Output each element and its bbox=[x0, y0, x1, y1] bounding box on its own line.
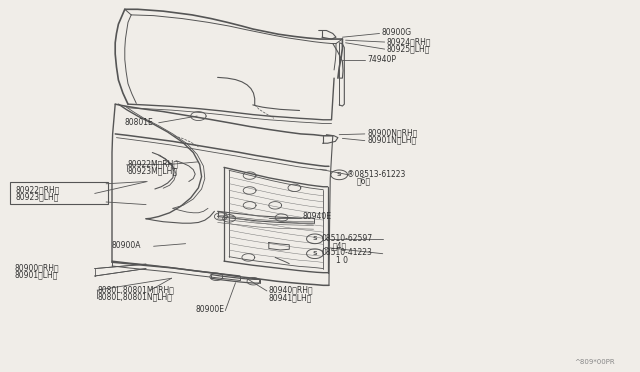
Text: 80940E: 80940E bbox=[302, 212, 331, 221]
Text: 80900〈RH〉: 80900〈RH〉 bbox=[14, 263, 59, 272]
Text: 80900G: 80900G bbox=[381, 28, 412, 37]
Text: 80801E: 80801E bbox=[125, 118, 154, 126]
Text: ^809*00PR: ^809*00PR bbox=[574, 359, 614, 365]
Text: 08510-62597: 08510-62597 bbox=[321, 234, 372, 243]
Text: 80940〈RH〉: 80940〈RH〉 bbox=[269, 286, 314, 295]
Text: 8080L,80801N〈LH〉: 8080L,80801N〈LH〉 bbox=[97, 292, 172, 301]
Text: 80900A: 80900A bbox=[112, 241, 141, 250]
Text: 08510-41223: 08510-41223 bbox=[321, 248, 372, 257]
Text: 80922M〈RH〉: 80922M〈RH〉 bbox=[128, 159, 179, 168]
Text: 80924〈RH〉: 80924〈RH〉 bbox=[387, 37, 431, 46]
Text: 80901N〈LH〉: 80901N〈LH〉 bbox=[367, 135, 417, 144]
Text: ®08513-61223: ®08513-61223 bbox=[347, 170, 405, 179]
Text: S: S bbox=[312, 236, 317, 241]
Text: 8080L,80801M〈RH〉: 8080L,80801M〈RH〉 bbox=[97, 285, 174, 294]
Text: 80922〈RH〉: 80922〈RH〉 bbox=[16, 185, 60, 194]
Text: 80923〈LH〉: 80923〈LH〉 bbox=[16, 193, 60, 202]
Text: 〈4〉: 〈4〉 bbox=[333, 241, 347, 250]
Text: 80900E: 80900E bbox=[195, 305, 224, 314]
Text: 74940P: 74940P bbox=[367, 55, 396, 64]
Text: 80925〈LH〉: 80925〈LH〉 bbox=[387, 44, 430, 53]
Text: S: S bbox=[337, 172, 342, 177]
Text: 〈6〉: 〈6〉 bbox=[357, 176, 371, 185]
Text: 80901〈LH〉: 80901〈LH〉 bbox=[14, 271, 58, 280]
Text: S: S bbox=[312, 251, 317, 256]
Text: 80900N〈RH〉: 80900N〈RH〉 bbox=[367, 129, 418, 138]
Text: 1 0: 1 0 bbox=[336, 256, 348, 265]
Text: 80923M〈LH〉: 80923M〈LH〉 bbox=[128, 166, 178, 175]
Text: 80941〈LH〉: 80941〈LH〉 bbox=[269, 293, 312, 302]
